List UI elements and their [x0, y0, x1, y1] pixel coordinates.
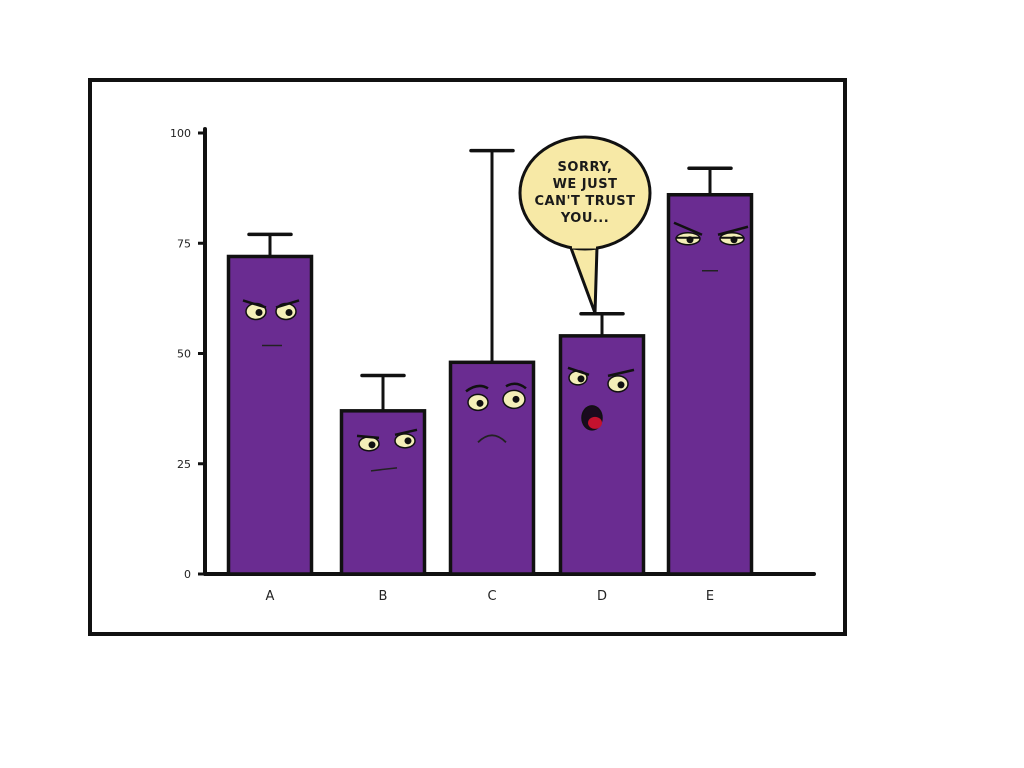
pupil [577, 375, 585, 383]
mouth [477, 434, 507, 443]
y-tick-label: 75 [177, 237, 191, 250]
eyebrow [394, 428, 418, 437]
bar [226, 254, 314, 576]
speech-bubble: SORRY, WE JUST CAN'T TRUST YOU... [518, 135, 652, 315]
speech-bubble-line: SORRY, [558, 160, 613, 175]
x-tick-label: E [706, 589, 714, 604]
x-tick-label: C [487, 589, 496, 604]
speech-bubble-line: YOU... [560, 211, 609, 226]
y-tick-label: 25 [177, 458, 191, 471]
eyebrow [356, 434, 380, 440]
eyebrow [567, 366, 590, 377]
y-tick-label: 50 [177, 348, 191, 361]
bar-face [567, 366, 635, 431]
tongue [588, 416, 602, 429]
bar-group-e: E [666, 166, 754, 604]
x-tick-label: B [379, 589, 388, 604]
bar [448, 360, 536, 576]
bar-face [356, 428, 418, 472]
pupil [617, 381, 625, 389]
y-axis: 0 25 50 75 100 [170, 127, 207, 581]
pupil [404, 437, 412, 445]
x-tick-label: A [266, 589, 275, 604]
bar-group-b: B [339, 373, 427, 604]
x-tick-label: D [597, 589, 607, 604]
eyebrow [673, 221, 703, 236]
bars-layer: A B C D E [226, 148, 754, 604]
eyebrow [607, 368, 635, 378]
pupil [368, 441, 376, 449]
pupil [512, 395, 520, 403]
bar-group-c: C [448, 148, 536, 604]
eyebrow [717, 225, 749, 236]
pupil [476, 399, 484, 407]
bar-chart: 0 25 50 75 100 A B C D E SORRY, WE JUST CAN'T TRUS… [170, 127, 816, 604]
mouth [370, 467, 398, 472]
bar-face [242, 299, 300, 347]
eyebrow [465, 384, 489, 393]
speech-bubble-line: WE JUST [553, 177, 618, 192]
chart-frame: 0 25 50 75 100 A B C D E SORRY, WE JUST CAN'T TRUS… [88, 78, 847, 636]
eyebrow [242, 299, 267, 309]
pupil [255, 308, 263, 316]
eyebrow [275, 299, 300, 309]
bar-face [465, 382, 527, 443]
speech-bubble-body [518, 135, 652, 251]
eyebrow [505, 382, 527, 390]
speech-bubble-tail [569, 245, 599, 315]
pupil [285, 308, 293, 316]
speech-bubble-line: CAN'T TRUST [534, 194, 635, 209]
bar-face [673, 221, 749, 272]
bar-group-a: A [226, 232, 314, 604]
bar [666, 192, 754, 576]
y-tick-label: 100 [170, 127, 191, 140]
bar-group-d: D [558, 312, 646, 604]
y-tick-label: 0 [184, 568, 191, 581]
